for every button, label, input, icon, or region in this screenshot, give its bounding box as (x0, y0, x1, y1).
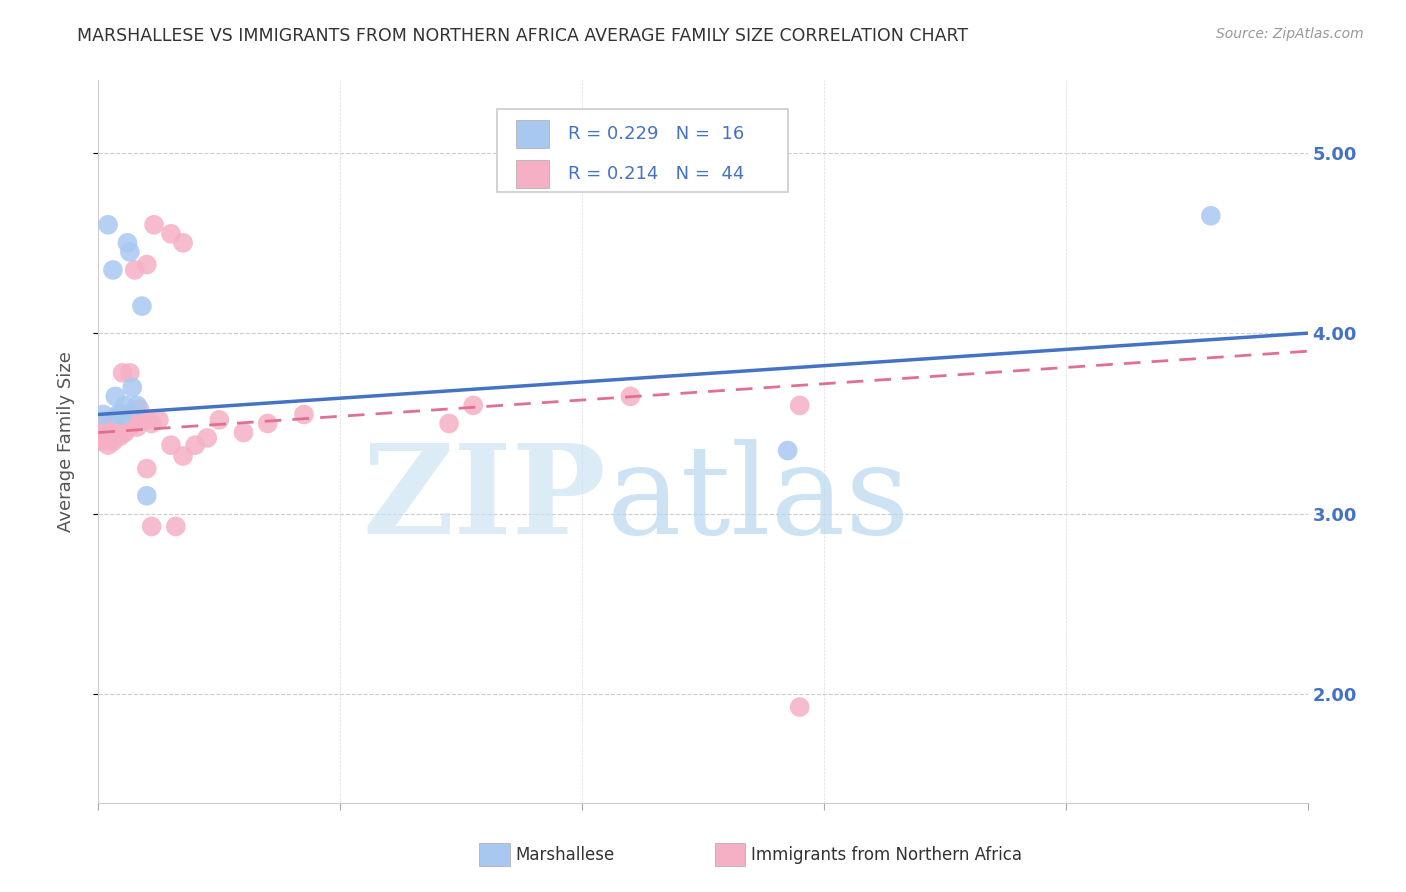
Point (124, 263, 146, 277)
Point (94, 431, 117, 445)
Point (127, 420, 149, 434)
Point (117, 420, 139, 434)
Text: MARSHALLESE VS IMMIGRANTS FROM NORTHERN AFRICA AVERAGE FAMILY SIZE CORRELATION C: MARSHALLESE VS IMMIGRANTS FROM NORTHERN … (77, 27, 969, 45)
Point (160, 227, 183, 241)
FancyBboxPatch shape (498, 109, 787, 193)
Text: R = 0.214   N =  44: R = 0.214 N = 44 (568, 165, 744, 183)
Point (619, 389, 641, 403)
Point (292, 408, 315, 422)
Y-axis label: Average Family Size: Average Family Size (56, 351, 75, 532)
Text: Immigrants from Northern Africa: Immigrants from Northern Africa (751, 846, 1022, 863)
Text: ZIP: ZIP (363, 439, 606, 560)
Point (100, 431, 122, 445)
Point (111, 408, 134, 422)
Point (101, 263, 124, 277)
Point (118, 244, 141, 259)
Point (141, 417, 163, 431)
Point (208, 413, 231, 427)
FancyBboxPatch shape (516, 120, 550, 148)
Bar (479, 843, 509, 866)
Point (143, 218, 166, 232)
Point (111, 366, 134, 380)
FancyBboxPatch shape (516, 161, 550, 187)
Point (97, 438, 120, 452)
Point (135, 413, 157, 427)
Point (107, 408, 129, 422)
Point (256, 417, 278, 431)
Point (91, 408, 114, 422)
Point (789, 398, 811, 412)
Point (101, 417, 124, 431)
Text: R = 0.229   N =  16: R = 0.229 N = 16 (568, 125, 744, 143)
Point (1199, 209, 1222, 223)
Point (91, 425, 114, 440)
Text: atlas: atlas (606, 439, 910, 560)
Point (97, 218, 120, 232)
Point (108, 408, 131, 422)
Point (165, 519, 187, 533)
Point (97, 420, 120, 434)
Point (776, 443, 799, 458)
Point (100, 413, 122, 427)
Point (111, 408, 134, 422)
Point (121, 380, 143, 394)
Point (118, 366, 141, 380)
Bar (716, 843, 745, 866)
Point (117, 408, 139, 422)
Point (107, 425, 129, 440)
Point (114, 398, 136, 412)
Point (463, 398, 485, 412)
Point (131, 299, 153, 313)
Point (111, 425, 134, 440)
Point (107, 417, 129, 431)
Point (124, 413, 146, 427)
Point (127, 398, 149, 412)
Point (135, 258, 157, 272)
Point (104, 389, 127, 403)
Point (172, 449, 194, 463)
Point (114, 408, 136, 422)
Point (195, 431, 218, 445)
Point (128, 402, 150, 417)
Point (114, 425, 136, 440)
Point (118, 420, 141, 434)
Point (90, 434, 112, 449)
Point (184, 438, 207, 452)
Point (789, 700, 811, 714)
Point (104, 431, 127, 445)
Point (172, 235, 194, 250)
Point (148, 413, 170, 427)
Point (141, 519, 163, 533)
Point (232, 425, 254, 440)
Point (131, 413, 153, 427)
Point (117, 235, 139, 250)
Point (437, 417, 460, 431)
Point (104, 413, 127, 427)
Point (135, 489, 157, 503)
Text: Marshallese: Marshallese (516, 846, 614, 863)
Point (101, 434, 124, 449)
Point (94, 417, 117, 431)
Point (118, 408, 141, 422)
Point (121, 417, 143, 431)
Point (108, 420, 131, 434)
Text: Source: ZipAtlas.com: Source: ZipAtlas.com (1216, 27, 1364, 41)
Point (160, 438, 183, 452)
Point (108, 429, 131, 443)
Point (135, 461, 157, 475)
